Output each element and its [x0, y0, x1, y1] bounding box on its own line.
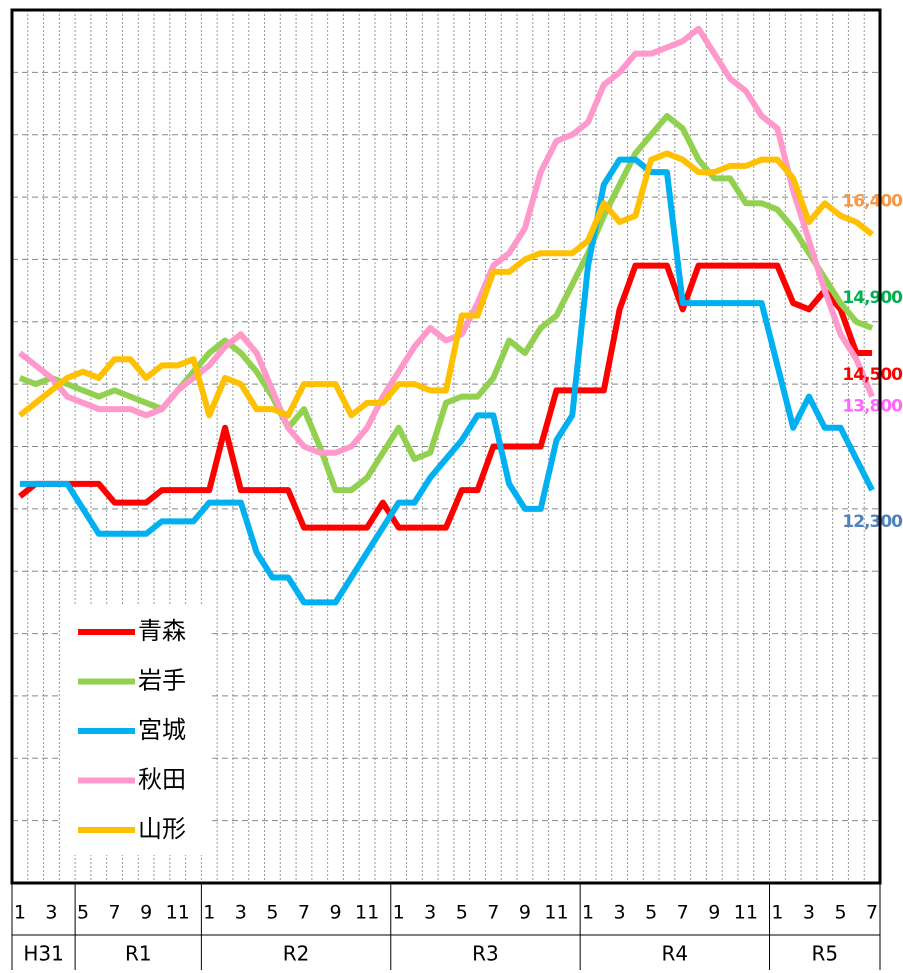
x-tick-label: 9 [519, 902, 531, 924]
x-tick-label: 5 [456, 902, 468, 924]
x-tick-label: 1 [771, 902, 783, 924]
period-label: R5 [811, 942, 838, 966]
series-line [18, 150, 874, 419]
x-tick-label: 1 [582, 902, 594, 924]
x-tick-label: 1 [393, 902, 405, 924]
x-tick-label: 7 [677, 902, 689, 924]
value-label: 14,500 [842, 365, 903, 385]
period-label: R1 [125, 942, 152, 966]
period-label: H31 [23, 942, 64, 966]
x-tick-label: 1 [14, 902, 26, 924]
x-tick-label: 7 [866, 902, 878, 924]
x-tick-label: 11 [544, 902, 568, 924]
x-tick-label: 7 [487, 902, 499, 924]
x-tick-label: 11 [355, 902, 379, 924]
series-line [18, 25, 875, 456]
plot-frame [10, 8, 882, 885]
legend-label: 秋田 [138, 766, 186, 794]
x-tick-label: 5 [266, 902, 278, 924]
value-label: 16,400 [842, 191, 903, 211]
x-tick-label: 9 [140, 902, 152, 924]
period-label: R4 [662, 942, 689, 966]
series-line [19, 156, 875, 606]
value-label: 13,800 [842, 397, 903, 417]
x-tick-label: 3 [424, 902, 436, 924]
x-tick-label: 3 [803, 902, 815, 924]
period-label: R3 [472, 942, 499, 966]
x-tick-label: 3 [614, 902, 626, 924]
x-tick-label: 11 [734, 902, 758, 924]
x-tick-label: 5 [645, 902, 657, 924]
legend-label: 宮城 [138, 716, 186, 744]
legend-label: 青森 [138, 617, 186, 645]
x-tick-label: 9 [708, 902, 720, 924]
legend-label: 岩手 [138, 667, 186, 695]
value-label: 12,300 [842, 512, 903, 532]
x-tick-label: 7 [109, 902, 121, 924]
x-tick-label: 5 [77, 902, 89, 924]
x-tick-label: 9 [329, 902, 341, 924]
x-tick-label: 1 [203, 902, 215, 924]
legend-label: 山形 [138, 815, 186, 843]
x-tick-label: 7 [298, 902, 310, 924]
x-tick-label: 3 [45, 902, 57, 924]
period-label: R2 [283, 942, 310, 966]
x-tick-label: 5 [834, 902, 846, 924]
series-line [18, 262, 873, 531]
x-tick-label: 3 [235, 902, 247, 924]
x-tick-label: 11 [166, 902, 190, 924]
value-label: 14,900 [842, 288, 903, 308]
